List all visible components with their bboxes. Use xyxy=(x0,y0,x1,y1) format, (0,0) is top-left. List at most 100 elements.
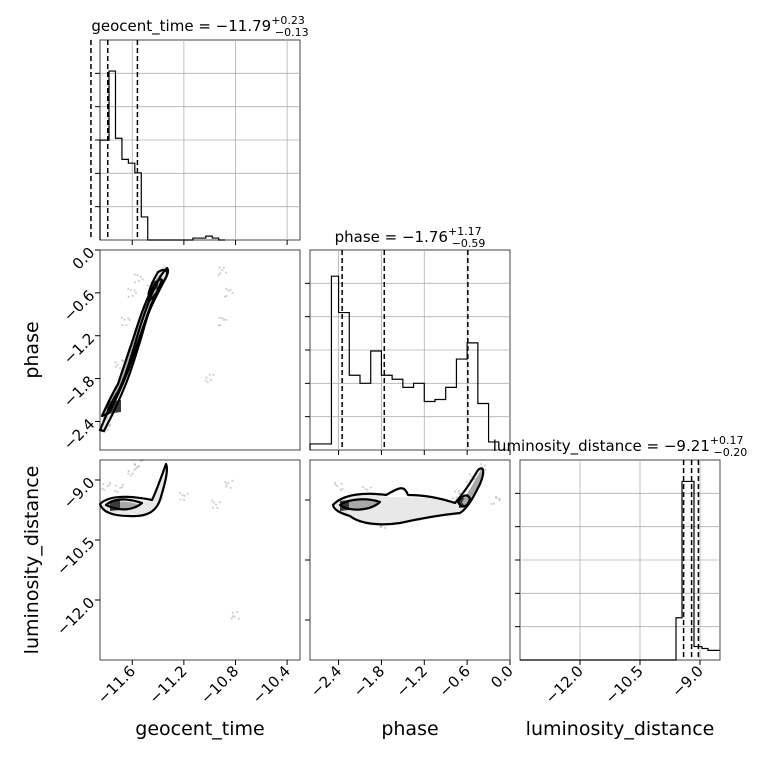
sample-point xyxy=(217,324,220,327)
sample-point xyxy=(333,481,337,484)
sample-point xyxy=(216,506,219,509)
grid xyxy=(100,40,300,240)
sample-cloud xyxy=(101,458,240,620)
sample-point xyxy=(133,281,137,284)
sample-point xyxy=(224,295,227,298)
sample-point xyxy=(127,316,130,320)
sample-point xyxy=(214,503,218,506)
sample-point xyxy=(339,488,342,492)
sample-point xyxy=(135,467,138,470)
y-axis-label-phase: phase xyxy=(21,321,43,378)
sample-point xyxy=(341,487,344,490)
sample-point xyxy=(225,485,228,488)
sample-point xyxy=(101,487,104,490)
sample-point xyxy=(122,359,125,363)
x-tick-label: −1.8 xyxy=(350,662,388,700)
x-axis-label-luminosity-distance: luminosity_distance xyxy=(526,718,715,740)
sample-point xyxy=(480,463,483,466)
sample-point xyxy=(119,486,122,490)
sample-point xyxy=(133,468,136,471)
sample-point xyxy=(451,496,455,500)
y-axis-label-luminosity-distance: luminosity_distance xyxy=(21,466,43,655)
sample-point xyxy=(114,484,118,487)
sample-point xyxy=(120,359,124,362)
sample-point xyxy=(206,381,209,384)
sample-point xyxy=(116,490,119,494)
sample-point xyxy=(379,525,382,528)
sample-point xyxy=(362,486,365,489)
sample-point xyxy=(183,494,186,498)
sample-point xyxy=(178,491,181,495)
sample-point xyxy=(103,488,106,492)
x-tick-label: 0.0 xyxy=(487,662,517,692)
sample-point xyxy=(209,378,212,382)
sample-point xyxy=(133,463,136,467)
sample-point xyxy=(139,275,142,279)
sample-point xyxy=(179,498,182,501)
sample-point xyxy=(334,483,337,487)
sample-point xyxy=(131,472,134,475)
sample-point xyxy=(114,361,117,364)
sample-point xyxy=(494,495,498,498)
sample-point xyxy=(114,365,118,368)
sample-point xyxy=(181,494,184,497)
sample-point xyxy=(453,490,457,493)
sample-point xyxy=(468,473,472,476)
sample-point xyxy=(119,367,122,370)
quantile-lines xyxy=(682,460,700,660)
sample-point xyxy=(219,324,222,327)
x-ticks: −12.0 −10.5 −9.0 xyxy=(542,660,707,707)
histogram-steps xyxy=(520,480,720,661)
sample-point xyxy=(211,499,214,502)
sample-point xyxy=(459,492,462,495)
histogram-steps xyxy=(99,70,226,241)
sample-point xyxy=(229,486,232,490)
sample-point xyxy=(369,486,373,489)
sample-point xyxy=(457,490,460,493)
sample-point xyxy=(219,272,222,275)
scatter-luminosity-distance-vs-geocent-time: −12.0 −10.5 −9.0 −11.6 −11.2 −10.8 −10.4 xyxy=(53,458,301,707)
y-tick-label: −12.0 xyxy=(53,594,98,639)
y-tick-label: −9.0 xyxy=(60,474,98,512)
sample-point xyxy=(102,482,105,485)
sample-point xyxy=(231,479,234,482)
sample-point xyxy=(141,458,144,462)
y-tick-label: −10.5 xyxy=(53,534,98,579)
x-tick-label: −12.0 xyxy=(542,662,587,707)
sample-point xyxy=(128,318,131,322)
sample-point xyxy=(229,288,232,291)
sample-point xyxy=(495,496,498,500)
histogram-geocent-time: geocent_time = −11.79+0.23 −0.13 xyxy=(90,14,309,245)
x-tick-label: −10.4 xyxy=(249,662,294,707)
axis-frame xyxy=(99,459,301,661)
sample-point xyxy=(127,287,130,290)
grid xyxy=(310,250,510,450)
histogram-phase: phase = −1.76+1.17 −0.59 xyxy=(305,225,511,455)
sample-point xyxy=(225,318,228,322)
y-tick-label: −0.6 xyxy=(60,286,98,324)
sample-point xyxy=(133,273,136,276)
sample-point xyxy=(222,318,226,321)
sample-point xyxy=(218,316,221,320)
grid xyxy=(520,460,720,660)
axis-frame xyxy=(99,249,301,451)
sample-point xyxy=(123,318,126,321)
sample-point xyxy=(131,294,134,297)
sample-point xyxy=(237,617,240,620)
sample-point xyxy=(204,379,207,382)
y-ticks: −2.4 −1.8 −1.2 −0.6 0.0 xyxy=(60,244,100,454)
sample-point xyxy=(231,615,234,618)
sample-point xyxy=(136,273,139,277)
sample-point xyxy=(221,269,224,272)
sample-point xyxy=(498,497,501,500)
sample-point xyxy=(336,485,339,488)
sample-point xyxy=(233,615,236,618)
sample-point xyxy=(217,273,220,277)
sample-point xyxy=(366,488,369,491)
x-tick-label: −0.6 xyxy=(435,662,473,700)
sample-cloud xyxy=(101,266,234,434)
panel-title: geocent_time = −11.79+0.23 −0.13 xyxy=(91,14,308,39)
x-axis-label-phase: phase xyxy=(381,718,438,740)
x-ticks: −11.6 −11.2 −10.8 −10.4 xyxy=(94,660,294,707)
